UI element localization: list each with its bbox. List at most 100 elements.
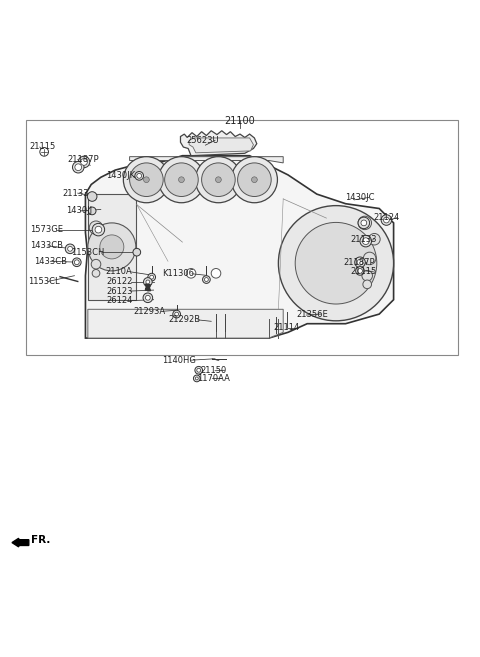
Text: 21100: 21100	[225, 116, 255, 126]
Circle shape	[88, 223, 136, 271]
Circle shape	[74, 260, 79, 265]
Circle shape	[133, 248, 141, 256]
Text: 1430JC: 1430JC	[345, 193, 374, 202]
Circle shape	[361, 220, 367, 226]
Circle shape	[130, 163, 163, 196]
Circle shape	[193, 375, 200, 382]
Text: K11306: K11306	[162, 269, 194, 279]
Polygon shape	[88, 309, 283, 338]
Circle shape	[369, 233, 380, 245]
Circle shape	[137, 173, 142, 178]
Circle shape	[355, 257, 365, 267]
Text: 21187P: 21187P	[343, 258, 375, 267]
Circle shape	[123, 156, 169, 203]
Circle shape	[356, 267, 364, 275]
Text: 25623U: 25623U	[186, 136, 219, 145]
Text: 1430JK: 1430JK	[106, 171, 135, 181]
Circle shape	[358, 217, 370, 229]
Text: 21292B: 21292B	[168, 315, 200, 325]
Text: 26124: 26124	[107, 296, 133, 305]
Circle shape	[95, 226, 102, 233]
Circle shape	[100, 235, 124, 259]
Text: 26122: 26122	[107, 277, 133, 286]
Circle shape	[231, 156, 277, 203]
Circle shape	[87, 192, 97, 201]
Bar	[26, 120, 458, 355]
Circle shape	[195, 367, 203, 374]
Circle shape	[88, 207, 96, 215]
Circle shape	[81, 158, 87, 166]
Text: 2110A: 2110A	[106, 267, 132, 277]
Text: 1430JJ: 1430JJ	[66, 206, 92, 215]
Text: 26123: 26123	[107, 286, 133, 296]
FancyArrow shape	[12, 538, 29, 547]
Polygon shape	[189, 138, 253, 153]
Text: FR.: FR.	[31, 535, 50, 545]
Text: 1433CB: 1433CB	[35, 257, 68, 266]
Circle shape	[144, 177, 149, 183]
Circle shape	[295, 223, 377, 304]
Circle shape	[165, 163, 198, 196]
Circle shape	[65, 244, 75, 254]
Circle shape	[202, 163, 235, 196]
Text: 21124: 21124	[373, 213, 400, 222]
Text: 21356E: 21356E	[297, 309, 328, 319]
Circle shape	[362, 238, 369, 244]
Circle shape	[173, 310, 180, 318]
Circle shape	[150, 275, 154, 279]
Circle shape	[195, 156, 241, 203]
Circle shape	[148, 273, 156, 281]
Circle shape	[357, 260, 363, 265]
Circle shape	[175, 312, 179, 316]
Text: 1153CL: 1153CL	[28, 277, 60, 286]
Circle shape	[75, 164, 82, 171]
Circle shape	[363, 252, 376, 265]
Polygon shape	[85, 156, 394, 338]
Text: 21293A: 21293A	[133, 307, 166, 316]
Text: 21133: 21133	[350, 235, 377, 244]
Circle shape	[92, 269, 100, 277]
Circle shape	[384, 217, 389, 223]
Circle shape	[197, 369, 201, 372]
Circle shape	[363, 280, 372, 288]
Text: 1433CB: 1433CB	[30, 241, 63, 250]
Circle shape	[144, 278, 152, 286]
Text: 1573GE: 1573GE	[30, 225, 63, 234]
Text: 21115: 21115	[30, 142, 56, 150]
Circle shape	[145, 296, 150, 300]
Circle shape	[216, 177, 221, 183]
Circle shape	[158, 156, 204, 203]
Text: 1153CH: 1153CH	[71, 248, 105, 257]
Polygon shape	[130, 156, 283, 163]
Text: 1140HG: 1140HG	[162, 355, 196, 365]
Circle shape	[358, 269, 362, 273]
Circle shape	[381, 215, 392, 225]
Circle shape	[92, 223, 105, 236]
Circle shape	[362, 271, 372, 281]
Circle shape	[203, 276, 210, 283]
Text: 21115: 21115	[350, 267, 377, 277]
Text: 21150: 21150	[201, 366, 227, 374]
Circle shape	[91, 260, 101, 269]
Text: 21114: 21114	[274, 323, 300, 332]
Circle shape	[72, 162, 84, 173]
Text: 21133: 21133	[62, 189, 89, 198]
Circle shape	[252, 177, 257, 183]
Circle shape	[358, 216, 372, 229]
Circle shape	[40, 148, 48, 156]
Circle shape	[89, 221, 103, 235]
Circle shape	[186, 269, 196, 278]
Circle shape	[204, 278, 208, 281]
Circle shape	[211, 269, 221, 278]
Circle shape	[179, 177, 184, 183]
Circle shape	[68, 246, 72, 251]
Circle shape	[146, 280, 150, 284]
Circle shape	[195, 377, 198, 380]
Circle shape	[135, 171, 144, 180]
Bar	[88, 194, 136, 300]
Circle shape	[278, 206, 394, 321]
Circle shape	[238, 163, 271, 196]
Polygon shape	[180, 131, 257, 156]
Circle shape	[143, 293, 153, 303]
Text: 21187P: 21187P	[67, 155, 99, 164]
